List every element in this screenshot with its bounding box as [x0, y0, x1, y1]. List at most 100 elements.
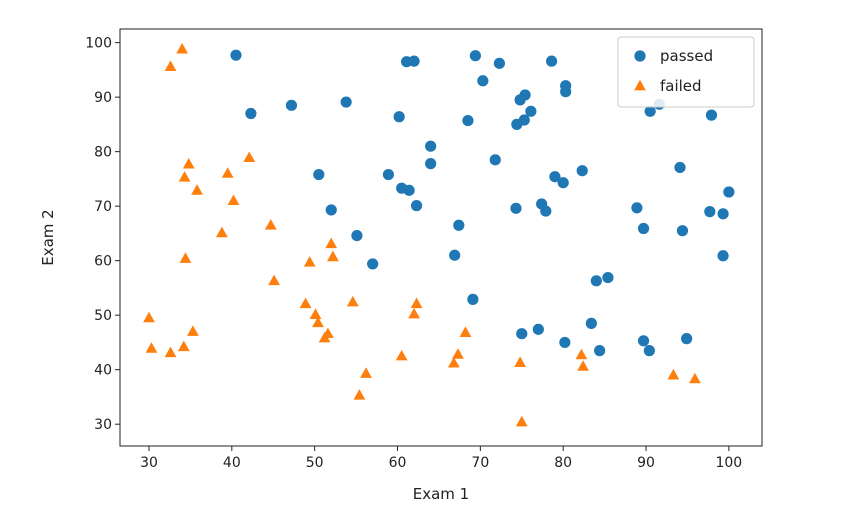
passed-point: [230, 49, 242, 61]
passed-point: [559, 336, 571, 349]
y-tick-label: 50: [94, 308, 112, 324]
passed-point: [637, 335, 650, 347]
data-points: [143, 42, 735, 427]
passed-point: [557, 177, 569, 189]
passed-point: [643, 345, 655, 357]
passed-point: [585, 317, 597, 329]
passed-point: [545, 55, 558, 67]
passed-point: [644, 105, 656, 117]
failed-point: [575, 348, 588, 360]
series-failed: [143, 42, 701, 427]
passed-point: [516, 328, 528, 340]
passed-point: [717, 250, 729, 262]
passed-point: [340, 96, 352, 108]
failed-point: [309, 308, 322, 319]
failed-point: [179, 252, 192, 263]
legend-marker-failed: [634, 79, 646, 91]
failed-point: [178, 171, 191, 182]
passed-point: [705, 109, 718, 121]
passed-point: [704, 206, 716, 218]
x-tick-label: 40: [223, 455, 241, 471]
passed-point: [477, 75, 489, 87]
failed-point: [227, 194, 240, 206]
series-passed: [230, 49, 735, 357]
failed-point: [303, 256, 316, 267]
passed-point: [245, 107, 257, 120]
passed-point: [285, 99, 298, 111]
y-tick-label: 70: [94, 199, 112, 215]
failed-point: [447, 356, 460, 368]
y-tick-label: 80: [94, 145, 112, 161]
legend-label-passed: passed: [660, 47, 713, 65]
legend-marker-passed: [634, 50, 646, 62]
y-tick-label: 30: [94, 417, 112, 433]
x-tick-label: 90: [637, 455, 655, 471]
passed-point: [367, 258, 379, 270]
x-tick-label: 100: [715, 455, 742, 471]
failed-point: [243, 151, 256, 162]
passed-point: [510, 202, 522, 214]
failed-point: [312, 316, 324, 328]
passed-point: [462, 114, 474, 127]
legend-entry-passed: passed: [634, 47, 713, 65]
passed-point: [449, 249, 461, 261]
passed-point: [453, 219, 465, 231]
y-tick-label: 100: [85, 36, 112, 52]
x-axis-label: Exam 1: [413, 485, 469, 503]
failed-point: [191, 184, 203, 195]
failed-point: [514, 356, 527, 367]
passed-point: [723, 186, 735, 198]
failed-point: [667, 368, 680, 380]
passed-point: [674, 161, 686, 174]
y-tick-label: 40: [94, 363, 112, 379]
x-tick-label: 60: [389, 455, 407, 471]
failed-point: [410, 297, 423, 309]
x-tick-label: 30: [140, 455, 158, 471]
failed-point: [177, 340, 190, 352]
failed-point: [264, 219, 277, 230]
passed-point: [351, 229, 363, 242]
passed-point: [576, 165, 588, 177]
passed-point: [540, 205, 552, 217]
legend-entry-failed: failed: [634, 77, 702, 95]
passed-point: [382, 168, 394, 181]
passed-point: [425, 158, 437, 170]
failed-point: [143, 311, 155, 323]
y-tick-label: 90: [94, 90, 112, 106]
failed-point: [145, 342, 158, 353]
failed-point: [577, 360, 589, 371]
passed-point: [590, 275, 602, 287]
passed-point: [519, 89, 531, 101]
passed-point: [467, 293, 479, 305]
passed-point: [403, 184, 415, 196]
passed-point: [325, 204, 337, 216]
passed-point: [313, 168, 325, 181]
y-tick-label: 60: [94, 254, 112, 270]
passed-point: [489, 154, 501, 166]
legend-box: [617, 36, 755, 108]
failed-point: [515, 415, 528, 427]
failed-point: [164, 60, 177, 71]
passed-point: [408, 55, 420, 67]
failed-point: [221, 167, 234, 178]
failed-point: [408, 307, 420, 319]
failed-point: [268, 274, 280, 286]
passed-point: [594, 345, 606, 357]
passed-point: [637, 222, 650, 235]
x-tick-label: 50: [306, 455, 324, 471]
failed-point: [360, 367, 372, 378]
failed-point: [322, 327, 334, 339]
passed-point: [511, 118, 523, 130]
passed-point: [532, 323, 544, 335]
failed-point: [452, 348, 464, 359]
failed-point: [187, 325, 199, 336]
legend: passed failed: [617, 36, 755, 108]
passed-point: [676, 225, 689, 237]
failed-point: [395, 349, 408, 361]
passed-point: [410, 200, 423, 212]
passed-point: [425, 140, 437, 152]
passed-point: [469, 50, 481, 62]
axis-ticks: 30 40 50 60 70 80 90 100 30 40 50 60 70 80 90 100: [85, 36, 742, 471]
legend-label-failed: failed: [660, 77, 702, 95]
